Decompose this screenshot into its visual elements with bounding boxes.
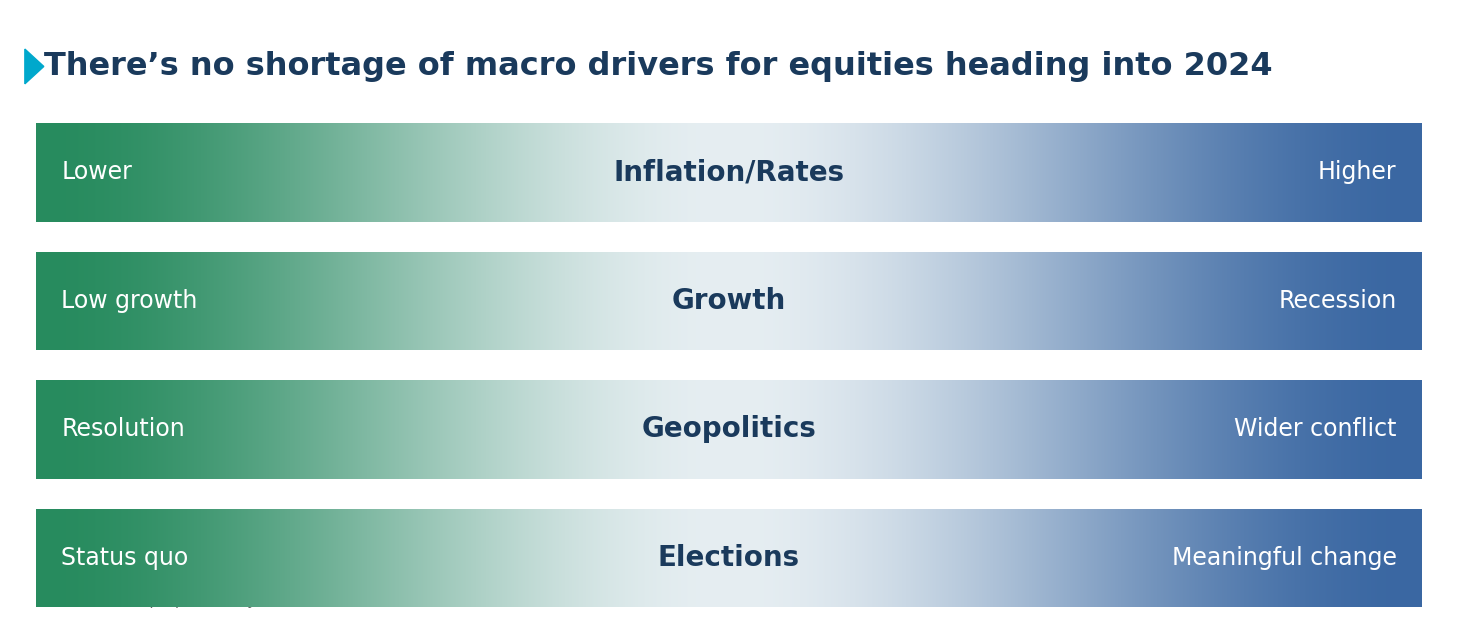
Text: Low growth: Low growth xyxy=(61,289,198,313)
Text: Elections: Elections xyxy=(658,544,800,572)
Text: Resolution: Resolution xyxy=(61,418,185,441)
Text: Meaningful change: Meaningful change xyxy=(1172,546,1397,570)
Text: Geopolitics: Geopolitics xyxy=(642,415,816,444)
Polygon shape xyxy=(25,49,44,84)
Text: Lower: Lower xyxy=(61,161,133,184)
Text: There’s no shortage of macro drivers for equities heading into 2024: There’s no shortage of macro drivers for… xyxy=(44,51,1273,82)
Text: For illustrative purposes only. Source: Columbia Threadneedle Investments: For illustrative purposes only. Source: … xyxy=(36,592,611,608)
Text: Status quo: Status quo xyxy=(61,546,188,570)
Text: Inflation/Rates: Inflation/Rates xyxy=(614,158,844,187)
Text: Higher: Higher xyxy=(1318,161,1397,184)
Text: Growth: Growth xyxy=(672,287,786,315)
Text: Wider conflict: Wider conflict xyxy=(1233,418,1397,441)
Text: Recession: Recession xyxy=(1279,289,1397,313)
